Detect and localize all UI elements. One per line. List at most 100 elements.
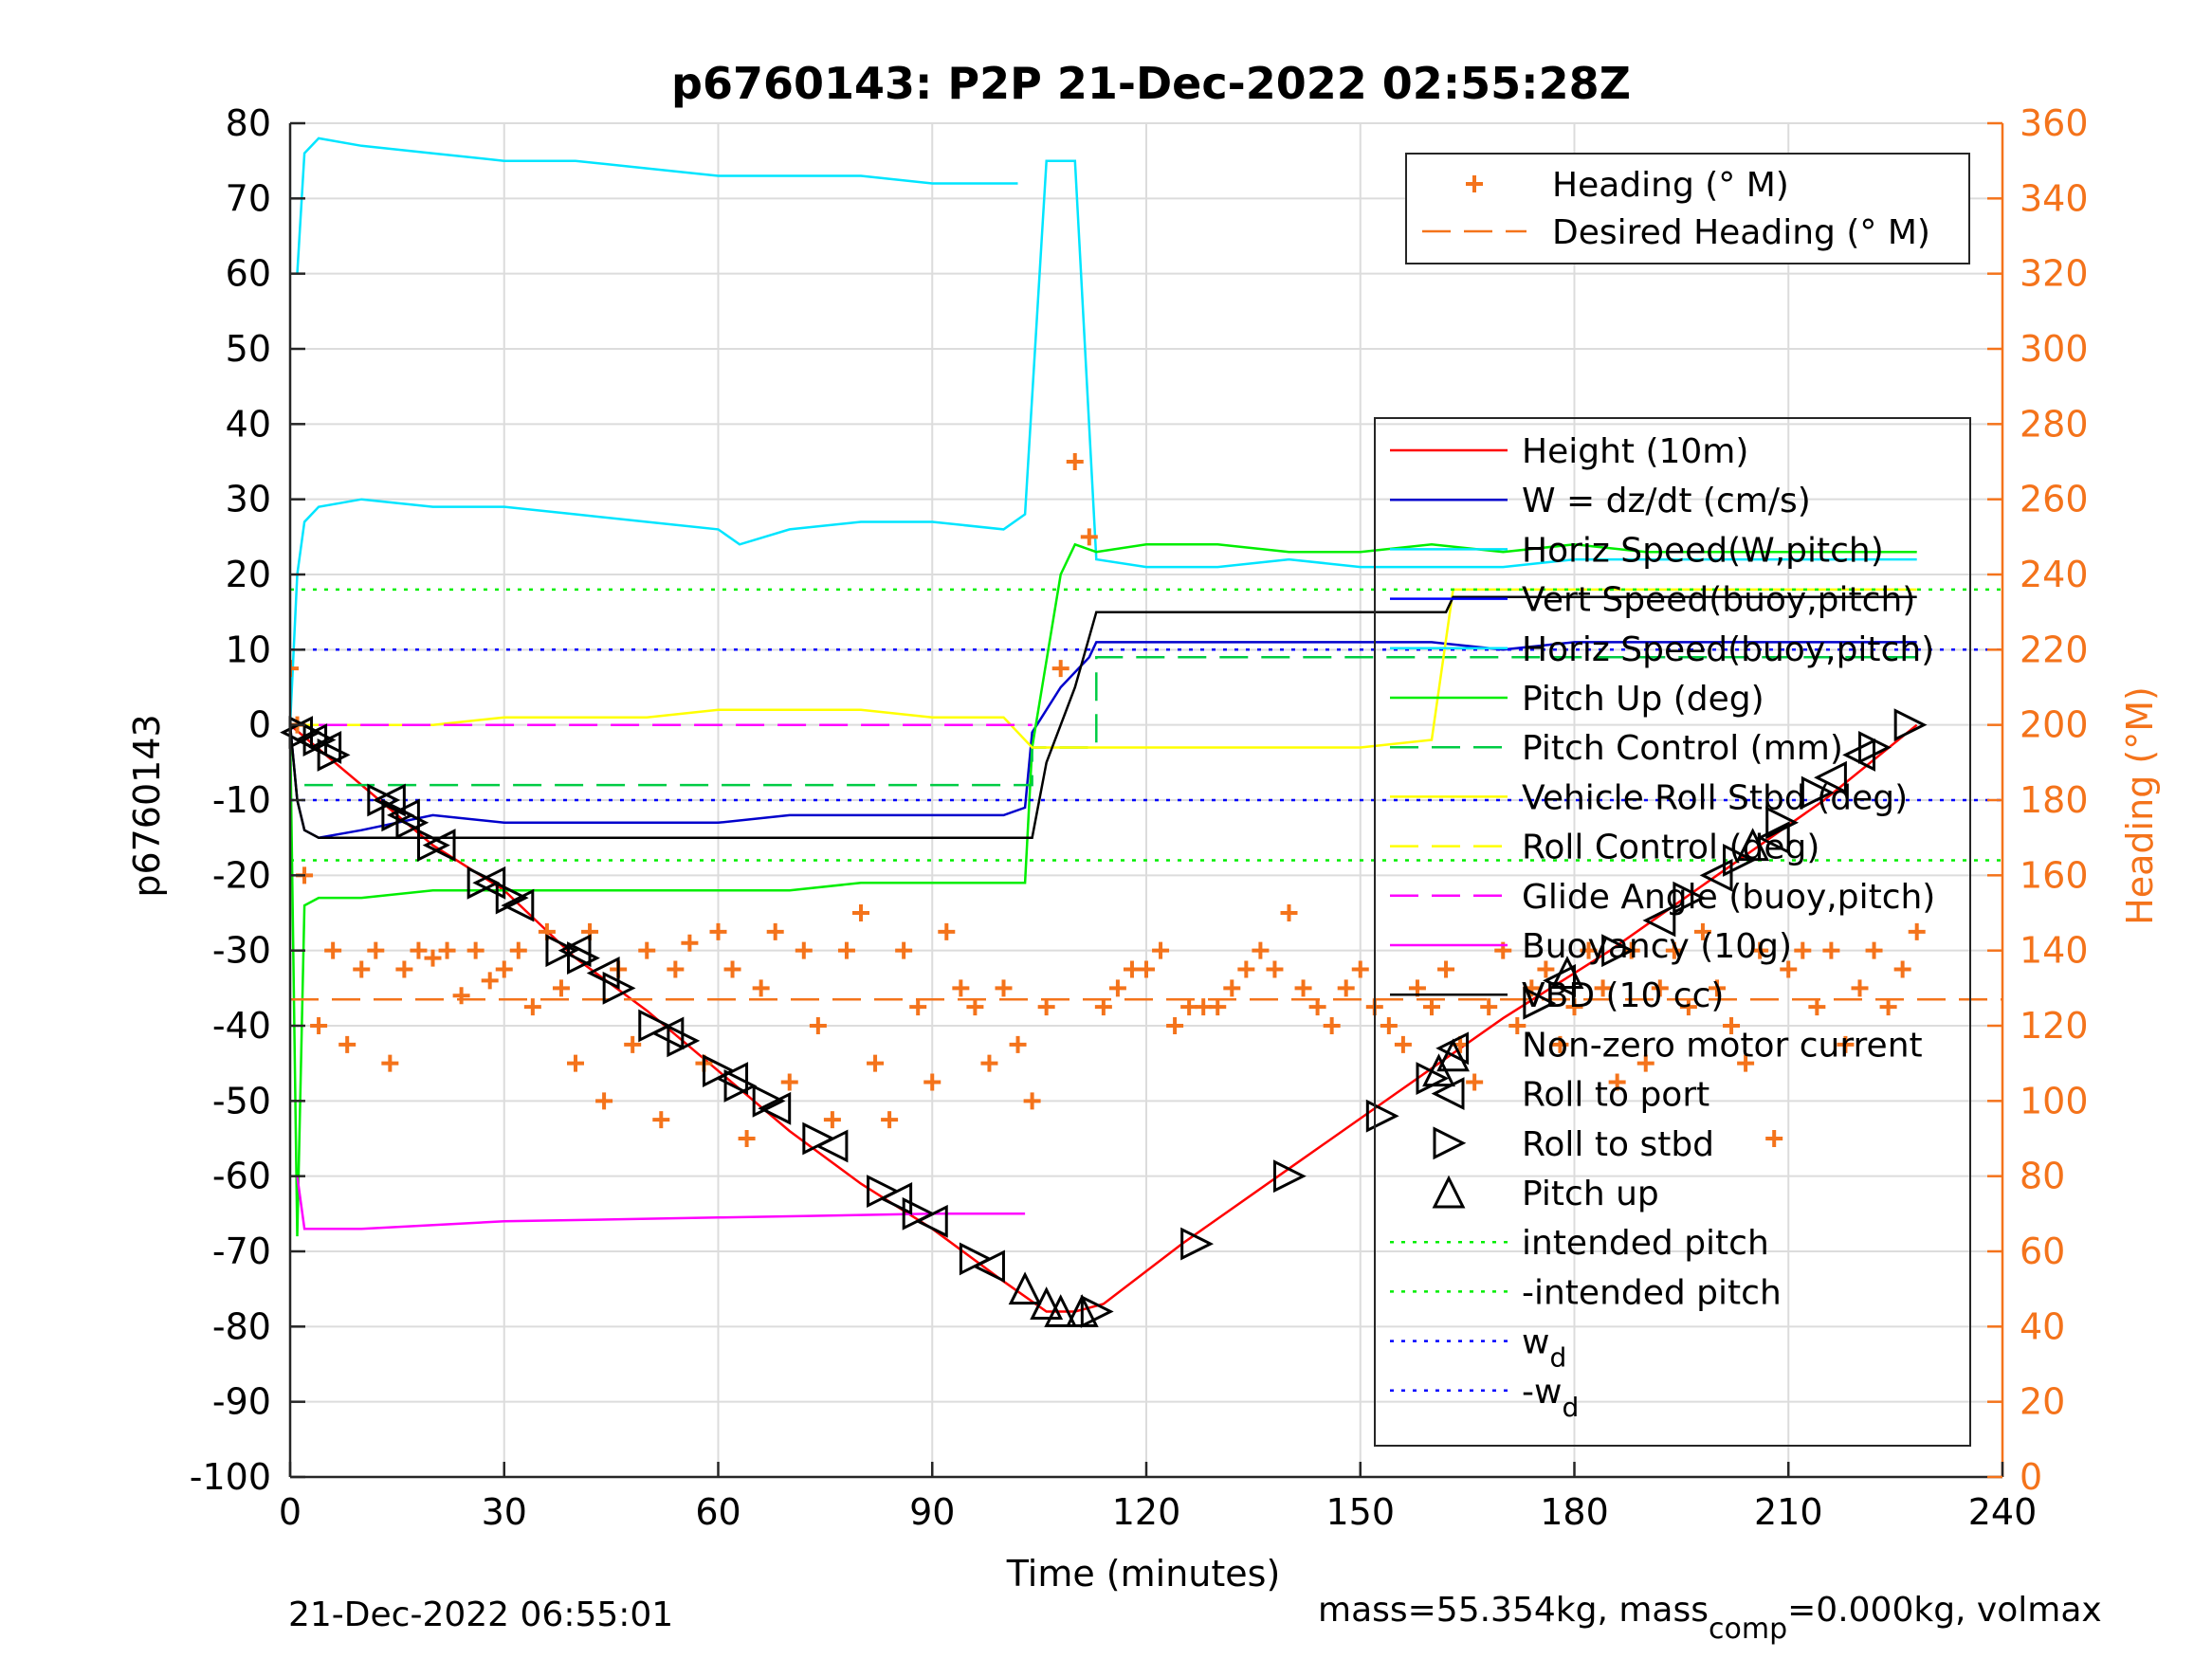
heading-point <box>1066 453 1084 470</box>
heading-legend-label: Heading (° M) <box>1552 166 1789 205</box>
y-tick-label-left: 40 <box>226 403 271 445</box>
pitch-up-marker <box>1550 956 1584 989</box>
heading-point <box>353 960 371 978</box>
heading-legend-box <box>1405 153 1970 264</box>
heading-point <box>1323 1017 1341 1034</box>
y-tick-label-right: 300 <box>2020 328 2089 370</box>
y-tick-label-left: -100 <box>190 1456 271 1498</box>
main-legend: Height (10m) W = dz/dt (cm/s) Horiz Speed(… <box>1374 417 1971 1447</box>
legend-label: VBD (10 cc) <box>1522 976 1724 1015</box>
heading-point <box>1308 998 1326 1016</box>
legend-label: -intended pitch <box>1522 1273 1782 1312</box>
roll-to-stbd-marker <box>1893 708 1928 742</box>
roll-to-port-marker <box>715 1062 749 1095</box>
y-tick-label-left: 70 <box>226 177 271 219</box>
heading-point <box>1080 528 1098 546</box>
roll-to-stbd-marker <box>667 1024 701 1058</box>
heading-point <box>681 934 699 952</box>
roll-to-stbd-marker <box>1765 806 1800 840</box>
heading-point <box>1138 960 1155 978</box>
y-tick-label-left: -40 <box>212 1005 271 1047</box>
y-tick-label-right: 80 <box>2020 1156 2065 1197</box>
heading-point <box>909 998 927 1016</box>
roll-to-port-marker <box>1756 821 1790 855</box>
heading-point <box>1794 941 1812 959</box>
roll-to-port-marker <box>1435 1031 1470 1066</box>
heading-point <box>1094 998 1112 1016</box>
heading-point <box>809 1017 827 1034</box>
y-tick-label-left: 60 <box>226 253 271 295</box>
heading-point <box>1423 998 1440 1016</box>
heading-point <box>1480 998 1498 1016</box>
roll-to-stbd-marker <box>1801 775 1835 810</box>
roll-to-port-marker <box>501 888 535 922</box>
heading-point <box>638 941 656 959</box>
roll-to-port-marker <box>372 783 406 817</box>
legend-label: Horiz Speed(W,pitch) <box>1522 531 1884 570</box>
legend-swatch <box>1433 1126 1467 1160</box>
heading-point <box>324 941 342 959</box>
legend-label: Pitch Up (deg) <box>1522 680 1764 719</box>
roll-to-stbd-marker <box>959 1242 993 1276</box>
roll-to-stbd-marker <box>602 971 636 1005</box>
legend-label: Height (10m) <box>1522 432 1748 471</box>
roll-to-port-marker <box>387 798 420 832</box>
heading-point <box>1580 941 1598 959</box>
y-tick-label-right: 260 <box>2020 479 2089 520</box>
heading-point <box>410 941 428 959</box>
heading-point <box>823 1111 841 1129</box>
roll-to-stbd-marker <box>545 934 579 968</box>
heading-point <box>1608 1073 1626 1091</box>
roll-to-stbd-marker <box>1080 1295 1114 1328</box>
legend-label: Pitch Control (mm) <box>1522 729 1843 768</box>
roll-to-stbd-marker <box>752 1084 786 1118</box>
roll-to-stbd-marker <box>703 1054 736 1088</box>
roll-to-port-marker <box>1699 858 1733 892</box>
y-tick-label-left: -60 <box>212 1156 271 1197</box>
roll-to-stbd-marker <box>1365 1099 1399 1133</box>
heading-point <box>1908 922 1926 940</box>
heading-point <box>723 960 741 978</box>
footer-mass-main: mass=55.354kg, mass <box>1318 1591 1709 1630</box>
roll-to-stbd-marker <box>1673 881 1707 915</box>
y-tick-label-right: 340 <box>2020 177 2089 219</box>
heading-point <box>980 1054 998 1072</box>
heading-point <box>1636 1054 1654 1072</box>
heading-point <box>1651 979 1669 997</box>
x-tick-label: 30 <box>482 1491 527 1533</box>
roll-to-port-marker <box>558 934 592 968</box>
y-tick-label-right: 200 <box>2020 704 2089 746</box>
heading-point <box>1822 941 1840 959</box>
heading-point <box>995 979 1013 997</box>
x-tick-label: 180 <box>1540 1491 1609 1533</box>
heading-point <box>1551 1035 1569 1053</box>
y-tick-label-right: 280 <box>2020 403 2089 445</box>
roll-to-stbd-marker <box>638 1009 672 1043</box>
pitch-up-marker <box>1030 1286 1064 1321</box>
heading-point <box>1780 960 1798 978</box>
y-tick-label-right: 20 <box>2020 1381 2065 1423</box>
heading-point <box>1152 941 1170 959</box>
heading-point <box>438 941 456 959</box>
heading-point <box>1294 979 1312 997</box>
y-tick-label-left: -90 <box>212 1381 271 1423</box>
heading-point <box>952 979 970 997</box>
heading-point <box>1437 960 1455 978</box>
heading-point <box>1693 922 1711 940</box>
grid <box>289 122 2003 1478</box>
heading-point <box>709 922 727 940</box>
roll-to-stbd-marker <box>867 1175 900 1208</box>
y-tick-label-right: 0 <box>2020 1456 2042 1498</box>
x-tick-label: 60 <box>695 1491 740 1533</box>
heading-point <box>1266 960 1284 978</box>
legend-label: Glide Angle (buoy,pitch) <box>1522 878 1935 917</box>
markers-layer <box>280 708 1928 1328</box>
heading-point <box>567 1054 584 1072</box>
y-tick-label-left: 30 <box>226 479 271 520</box>
legend-label: wd <box>1522 1323 1566 1374</box>
pitch-up-marker <box>1065 1294 1099 1327</box>
roll-to-stbd-marker <box>466 866 501 900</box>
heading-point <box>795 941 813 959</box>
footer-mass: mass=55.354kg, masscomp=0.000kg, volmax <box>1318 1591 2102 1646</box>
